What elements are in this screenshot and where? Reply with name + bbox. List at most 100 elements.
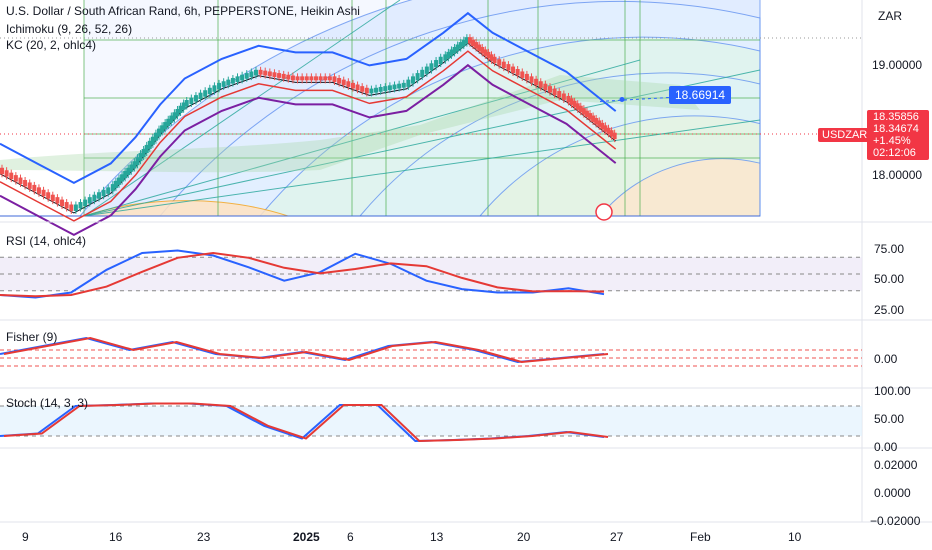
ha-candle — [55, 197, 60, 204]
ha-candle — [101, 189, 106, 197]
ha-candle — [600, 122, 605, 130]
kc-legend[interactable]: KC (20, 2, ohlc4) — [6, 38, 97, 52]
rsi-tick-25: 25.00 — [874, 303, 905, 317]
ha-candle — [374, 87, 379, 93]
ha-candle — [591, 115, 596, 122]
ha-candle — [474, 42, 479, 49]
ha-candle — [73, 204, 78, 211]
ha-candle — [515, 69, 520, 76]
ha-candle — [318, 76, 323, 81]
rsi-tick-75: 75.00 — [874, 242, 905, 256]
ha-candle — [281, 73, 286, 79]
rsi-legend[interactable]: RSI (14, ohlc4) — [6, 234, 87, 248]
price-tag: 18.35856 18.34674 +1.45% 02:12:06 — [867, 110, 929, 160]
ha-candle — [511, 66, 516, 74]
kc-lower-band — [0, 63, 617, 237]
ha-candle — [609, 130, 614, 137]
ha-candle — [46, 192, 51, 199]
ha-candle — [193, 95, 198, 102]
time-tick: 13 — [430, 530, 444, 544]
ha-candle — [4, 170, 9, 177]
ha-candle — [258, 69, 263, 75]
ha-candle — [323, 76, 328, 81]
rsi-line — [0, 249, 605, 299]
ha-candle — [116, 177, 121, 185]
ha-candle — [603, 125, 608, 132]
ha-candle — [534, 78, 539, 86]
ha-candle — [346, 81, 351, 87]
ha-candle — [32, 184, 37, 192]
stoch-tick-50: 50.00 — [874, 412, 905, 426]
ichimoku-legend[interactable]: Ichimoku (9, 26, 52, 26) — [6, 22, 133, 36]
ha-candle — [410, 76, 415, 84]
ha-candle — [0, 167, 4, 175]
ha-candle — [584, 110, 589, 118]
ha-candle — [588, 113, 593, 120]
kc-upper-band — [0, 11, 617, 185]
ha-candle — [78, 202, 83, 209]
ha-candle — [350, 82, 355, 89]
ha-candle — [524, 73, 529, 81]
ha-candle — [92, 194, 97, 202]
ha-candle — [569, 98, 574, 105]
ha-candle — [277, 73, 282, 78]
ha-candle — [83, 199, 88, 207]
ha-candle — [449, 49, 454, 56]
ha-candle — [272, 72, 277, 78]
price-countdown: 02:12:06 — [873, 147, 916, 159]
ha-candle — [415, 73, 420, 81]
ha-candle — [169, 115, 174, 123]
ha-candle — [249, 71, 254, 78]
ha-candle — [120, 174, 125, 182]
ha-candle — [360, 86, 365, 92]
time-tick: 20 — [517, 530, 531, 544]
ha-candle — [123, 171, 128, 179]
extra-tick-pos: 0.02000 — [874, 458, 918, 472]
price-last: 18.34674 — [873, 123, 919, 135]
fisher-trigger-line — [3, 336, 609, 364]
ha-candle — [581, 108, 586, 115]
ha-candle — [424, 66, 429, 74]
ha-candle — [561, 93, 566, 100]
ha-candle — [166, 118, 171, 127]
ha-candle — [452, 46, 457, 54]
ha-candle — [9, 172, 14, 180]
ha-candle — [543, 83, 548, 91]
fan-ray — [83, 69, 761, 217]
ha-candle — [392, 84, 397, 90]
ha-candle — [332, 76, 337, 82]
ha-candle — [172, 112, 177, 120]
ha-candle — [147, 140, 152, 149]
stoch-legend[interactable]: Stoch (14, 3, 3) — [6, 396, 89, 410]
ha-candle — [175, 109, 180, 117]
ha-candle — [575, 103, 580, 110]
ha-candle — [443, 54, 448, 61]
ha-candle — [387, 85, 392, 91]
ha-candle — [244, 73, 249, 79]
symbol-tag: USDZAR — [818, 128, 872, 142]
ha-candle — [290, 75, 295, 81]
ha-candle — [87, 197, 92, 204]
ha-candle — [157, 128, 162, 137]
price-bid: 18.35856 — [873, 111, 919, 123]
ha-candle — [434, 60, 439, 68]
ha-candle — [420, 69, 425, 78]
rsi-tick-50: 50.00 — [874, 272, 905, 286]
ha-candle — [267, 71, 272, 77]
ha-candle — [13, 175, 18, 182]
ha-candle — [341, 79, 346, 86]
ha-candle — [263, 70, 268, 76]
target-price-label[interactable]: 18.66914 — [669, 86, 732, 104]
ha-candle — [446, 51, 451, 59]
time-tick: 10 — [788, 530, 802, 544]
ha-candle — [113, 180, 118, 189]
target-dot — [619, 96, 625, 102]
ha-candle — [144, 144, 149, 153]
ha-candle — [438, 56, 443, 65]
fisher-legend[interactable]: Fisher (9) — [6, 330, 58, 344]
time-tick: 9 — [22, 530, 29, 544]
ha-candle — [492, 56, 497, 64]
ha-candle — [64, 202, 69, 209]
